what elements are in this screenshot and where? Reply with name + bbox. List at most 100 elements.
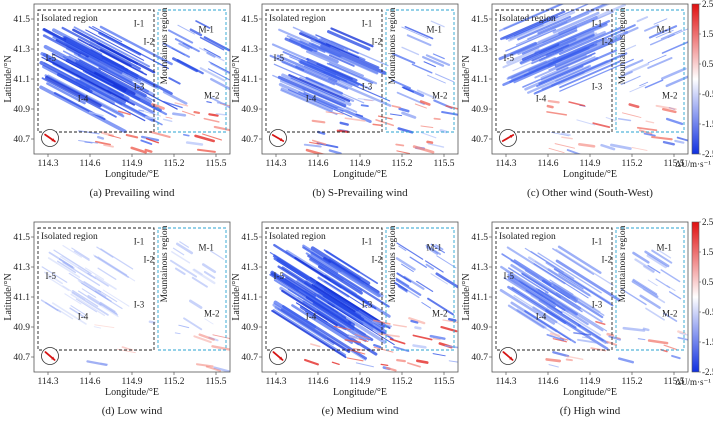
field-streak bbox=[325, 43, 360, 59]
panel-4: Isolated region Mountainous region I-1 I-2 I… bbox=[3, 221, 231, 417]
field-streak bbox=[395, 278, 422, 296]
x-axis-label: Longitude/°E bbox=[105, 169, 159, 180]
field-streak bbox=[64, 293, 82, 305]
subregion-label-i-3: I-3 bbox=[134, 300, 145, 310]
x-tick-label: 115.5 bbox=[663, 377, 684, 387]
isolated-region-box bbox=[265, 227, 383, 351]
x-tick-label: 115.5 bbox=[433, 377, 454, 387]
field-streak bbox=[72, 28, 156, 74]
field-streak bbox=[622, 44, 637, 52]
field-streak bbox=[396, 242, 424, 260]
field-streak bbox=[280, 276, 339, 313]
field-streak bbox=[271, 43, 310, 61]
field-streak bbox=[537, 252, 602, 294]
field-streak bbox=[327, 77, 392, 107]
field-streak bbox=[88, 111, 104, 117]
field-streak bbox=[322, 293, 365, 321]
field-streak bbox=[298, 289, 349, 322]
field-streak bbox=[71, 291, 109, 316]
field-streak bbox=[316, 142, 339, 149]
field-streak bbox=[430, 243, 446, 254]
field-streak bbox=[102, 56, 173, 95]
field-streak bbox=[527, 21, 568, 40]
field-streak bbox=[414, 326, 422, 330]
field-streak bbox=[61, 255, 90, 274]
field-streak bbox=[595, 320, 606, 326]
field-streak bbox=[99, 303, 119, 316]
field-streak bbox=[557, 60, 613, 86]
wind-direction-icon bbox=[269, 347, 287, 365]
wind-direction-icon bbox=[41, 347, 59, 365]
x-tick-label: 115.2 bbox=[163, 377, 184, 387]
field-streak bbox=[69, 307, 86, 319]
field-streak bbox=[646, 254, 668, 269]
map-area bbox=[34, 222, 230, 372]
field-streak bbox=[425, 263, 435, 270]
field-streak bbox=[663, 344, 677, 350]
subregion-label-i-1: I-1 bbox=[592, 19, 603, 29]
delta-u-field bbox=[499, 245, 688, 368]
y-tick-label: 41.3 bbox=[13, 263, 30, 273]
isolated-region-box bbox=[37, 9, 155, 133]
field-streak bbox=[95, 140, 111, 146]
colorbar-tick-label: 1.5 bbox=[702, 247, 713, 257]
field-streak bbox=[97, 267, 117, 280]
field-streak bbox=[97, 289, 118, 303]
field-streak bbox=[420, 132, 437, 139]
field-streak bbox=[623, 59, 644, 69]
colorbar-2: 2.5 1.5 0.5 -0.5 -1.5 -2.5ΔU/m·s⁻¹ bbox=[675, 217, 713, 387]
field-streak bbox=[377, 115, 393, 120]
isolated-region-box bbox=[265, 9, 383, 133]
field-streak bbox=[510, 301, 558, 333]
field-streak bbox=[103, 144, 114, 148]
panel-1: Isolated region Mountainous region I-1 I-2 I… bbox=[3, 3, 231, 199]
field-streak bbox=[280, 89, 338, 116]
field-streak bbox=[41, 266, 68, 283]
field-streak bbox=[557, 245, 602, 274]
field-streak bbox=[552, 351, 570, 358]
field-streak bbox=[642, 327, 650, 332]
isolated-region-label: Isolated region bbox=[269, 232, 326, 242]
field-streak bbox=[323, 249, 379, 285]
field-streak bbox=[396, 150, 411, 154]
y-tick-label: 40.9 bbox=[13, 105, 30, 115]
field-streak bbox=[54, 40, 114, 73]
field-streak bbox=[380, 363, 389, 367]
field-streak bbox=[213, 366, 230, 372]
field-streak bbox=[592, 122, 611, 128]
y-tick-label: 40.7 bbox=[471, 135, 488, 145]
field-streak bbox=[530, 250, 575, 280]
field-streak bbox=[559, 337, 569, 341]
field-streak bbox=[51, 302, 87, 325]
field-streak bbox=[636, 16, 649, 23]
field-streak bbox=[651, 249, 673, 264]
field-streak bbox=[93, 326, 102, 329]
field-streak bbox=[291, 304, 353, 344]
delta-u-field bbox=[269, 242, 458, 372]
colorbar-label: ΔU/m·s⁻¹ bbox=[675, 159, 711, 169]
field-streak bbox=[100, 301, 116, 313]
field-streak bbox=[578, 142, 596, 148]
panel-caption: (d) Low wind bbox=[102, 405, 163, 417]
x-axis-label: Longitude/°E bbox=[333, 387, 387, 398]
y-tick-label: 41.1 bbox=[471, 75, 488, 85]
field-streak bbox=[421, 302, 432, 309]
field-streak bbox=[176, 242, 194, 255]
y-tick-label: 41.1 bbox=[241, 293, 258, 303]
field-streak bbox=[203, 48, 221, 58]
field-streak bbox=[647, 339, 669, 345]
field-streak bbox=[528, 38, 603, 73]
y-tick-label: 40.7 bbox=[13, 353, 30, 363]
field-streak bbox=[445, 105, 458, 110]
subregion-label-m-1: M-1 bbox=[198, 25, 214, 35]
field-streak bbox=[219, 103, 230, 107]
panel-caption: (c) Other wind (South-West) bbox=[527, 187, 653, 199]
colorbar-tick-label: -0.5 bbox=[702, 307, 713, 317]
field-streak bbox=[547, 28, 592, 49]
field-streak bbox=[94, 290, 112, 302]
field-streak bbox=[606, 332, 615, 337]
field-streak bbox=[500, 10, 566, 41]
field-streak bbox=[162, 100, 183, 109]
field-streak bbox=[56, 260, 77, 274]
field-streak bbox=[328, 54, 355, 67]
